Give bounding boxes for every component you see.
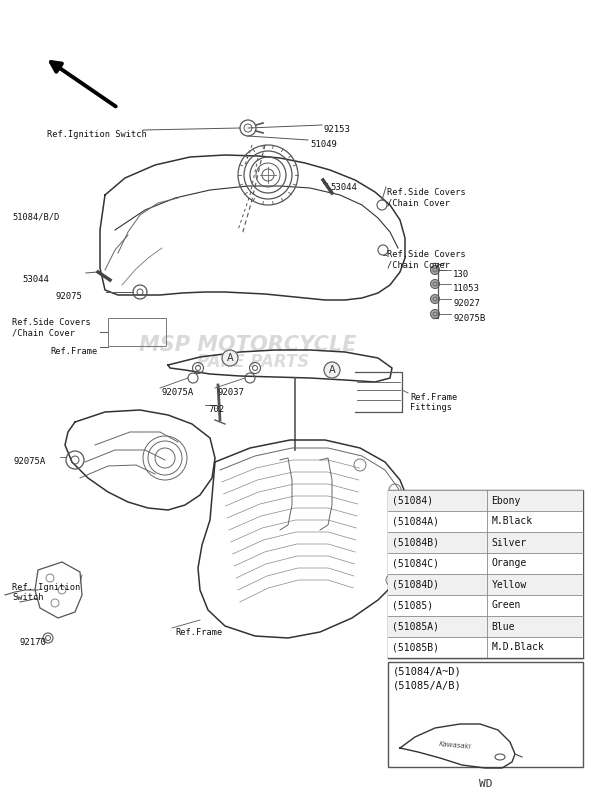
Text: PARE PARTS: PARE PARTS <box>197 353 309 371</box>
Text: Ref.Side Covers
/Chain Cover: Ref.Side Covers /Chain Cover <box>12 318 91 337</box>
Text: Blue: Blue <box>491 622 515 631</box>
Circle shape <box>431 265 439 275</box>
Text: 92153: 92153 <box>324 125 351 134</box>
Circle shape <box>431 295 439 304</box>
Text: (51084C): (51084C) <box>392 559 439 569</box>
Text: (51085A): (51085A) <box>392 622 439 631</box>
Bar <box>388 574 583 595</box>
Bar <box>388 511 583 532</box>
Text: Kawasaki: Kawasaki <box>439 741 471 749</box>
Text: M.D.Black: M.D.Black <box>491 642 544 653</box>
Text: 92027: 92027 <box>453 299 480 308</box>
Bar <box>388 595 583 616</box>
Text: Ref. Ignition
Switch: Ref. Ignition Switch <box>12 583 80 602</box>
Text: (51084): (51084) <box>392 495 433 506</box>
Text: 53044: 53044 <box>22 275 49 284</box>
Text: Ref.Ignition Switch: Ref.Ignition Switch <box>47 130 147 139</box>
Circle shape <box>222 350 238 366</box>
Text: Ref.Side Covers
/Chain Cover: Ref.Side Covers /Chain Cover <box>387 188 466 208</box>
Text: (51084A): (51084A) <box>392 516 439 527</box>
Text: Ref.Frame: Ref.Frame <box>175 628 222 637</box>
Text: 51084/B/D: 51084/B/D <box>12 212 59 221</box>
Text: (51085/A/B): (51085/A/B) <box>393 680 462 690</box>
Text: Yellow: Yellow <box>491 579 527 590</box>
Bar <box>388 616 583 637</box>
Bar <box>388 532 583 553</box>
Text: WD: WD <box>479 779 492 789</box>
Text: (51084B): (51084B) <box>392 538 439 547</box>
Circle shape <box>431 280 439 288</box>
Text: 92075A: 92075A <box>14 457 47 466</box>
Text: 92170: 92170 <box>20 638 47 647</box>
Text: (51084/A~D): (51084/A~D) <box>393 667 462 677</box>
Circle shape <box>324 362 340 378</box>
Text: A: A <box>227 353 233 363</box>
Text: 92075: 92075 <box>55 292 82 301</box>
Text: Ref.Side Covers
/Chain Cover: Ref.Side Covers /Chain Cover <box>387 250 466 269</box>
Text: A: A <box>329 365 335 375</box>
Bar <box>108 318 166 346</box>
Text: 130: 130 <box>453 270 469 279</box>
Text: Silver: Silver <box>491 538 527 547</box>
Bar <box>388 490 583 658</box>
Text: Ref.Frame: Ref.Frame <box>50 347 97 356</box>
Text: Ref.Frame
Fittings: Ref.Frame Fittings <box>410 393 457 412</box>
Text: 92037: 92037 <box>218 388 245 397</box>
Text: MSP MOTORCYCLE: MSP MOTORCYCLE <box>139 335 357 355</box>
Text: (51085): (51085) <box>392 601 433 610</box>
Text: 53044: 53044 <box>330 183 357 192</box>
Text: Orange: Orange <box>491 559 527 569</box>
Text: Green: Green <box>491 601 521 610</box>
Bar <box>388 490 583 511</box>
Circle shape <box>431 309 439 319</box>
Text: Ebony: Ebony <box>491 495 521 506</box>
Text: 51049: 51049 <box>310 140 337 149</box>
Text: 702: 702 <box>208 405 224 414</box>
Text: 92075B: 92075B <box>453 314 485 323</box>
Bar <box>388 553 583 574</box>
Text: (51085B): (51085B) <box>392 642 439 653</box>
Bar <box>388 662 583 767</box>
Text: M.Black: M.Black <box>491 516 532 527</box>
Text: 92075A: 92075A <box>162 388 194 397</box>
Text: 11053: 11053 <box>453 284 480 293</box>
Text: (51084D): (51084D) <box>392 579 439 590</box>
Bar <box>388 637 583 658</box>
